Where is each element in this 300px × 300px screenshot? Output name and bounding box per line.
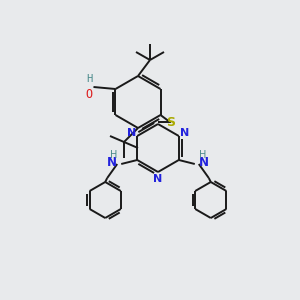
Text: N: N xyxy=(107,155,117,169)
Text: S: S xyxy=(166,116,175,130)
Text: N: N xyxy=(199,155,209,169)
Text: N: N xyxy=(127,128,136,137)
Text: N: N xyxy=(153,174,163,184)
Text: N: N xyxy=(180,128,190,137)
Text: O: O xyxy=(85,88,92,101)
Text: H: H xyxy=(86,74,92,84)
Text: H: H xyxy=(110,150,117,160)
Text: H: H xyxy=(199,150,206,160)
